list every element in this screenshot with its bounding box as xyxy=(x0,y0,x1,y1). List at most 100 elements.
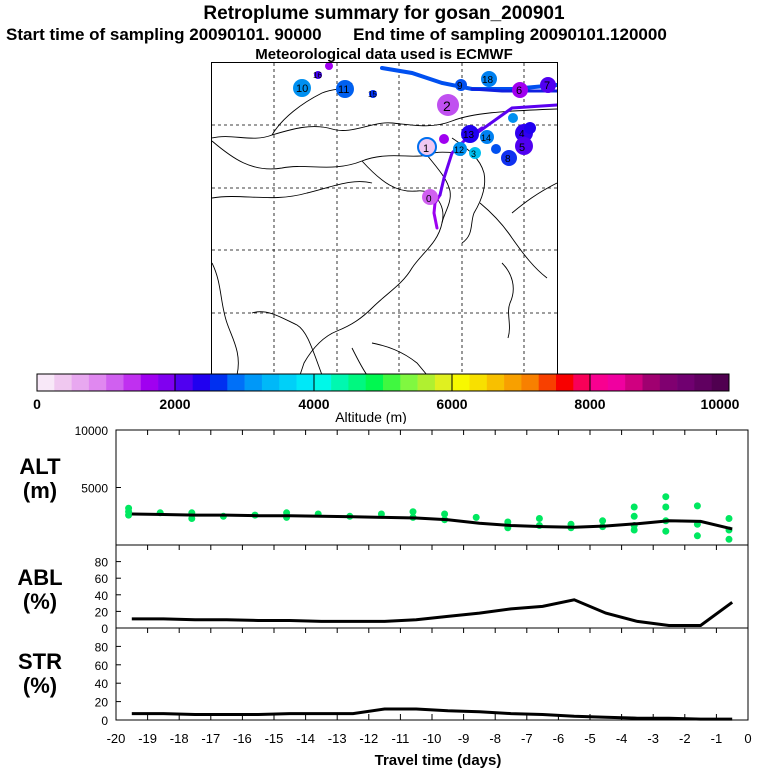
alt-scatter-point xyxy=(693,532,701,540)
str-label-line1: STR xyxy=(18,649,62,674)
x-tick-label: -18 xyxy=(170,731,189,746)
colorbar-tick-8000: 8000 xyxy=(574,396,605,412)
series-line-abl xyxy=(131,598,734,627)
x-tick-label: -1 xyxy=(711,731,723,746)
alt-scatter-point xyxy=(662,503,670,511)
alt-scatter-point xyxy=(725,515,733,522)
y-tick-label: 80 xyxy=(95,640,109,654)
x-tick-label: -11 xyxy=(391,731,409,746)
colorbar-cell xyxy=(677,374,695,391)
colorbar-cell xyxy=(158,374,176,391)
plume-label-16: 16 xyxy=(313,71,322,80)
colorbar-cell xyxy=(71,374,90,391)
alt-scatter-point xyxy=(409,508,417,516)
x-tick-label: -12 xyxy=(359,731,378,746)
x-tick-label: -9 xyxy=(458,731,470,746)
plume-point-18 xyxy=(481,71,497,87)
colorbar-cell xyxy=(88,374,107,391)
alt-scatter-point xyxy=(599,517,607,525)
colorbar-frame xyxy=(36,373,730,392)
colorbar-cell xyxy=(469,374,488,391)
alt-scatter-point xyxy=(662,527,670,535)
colorbar-cell xyxy=(175,374,193,391)
colorbar-cell xyxy=(210,374,228,391)
colorbar-tick-4000: 4000 xyxy=(298,396,329,412)
series-line-str xyxy=(131,707,733,721)
colorbar-tick-0: 0 xyxy=(33,396,41,412)
plume-label-18: 18 xyxy=(482,75,494,86)
colorbar-cell xyxy=(607,374,626,391)
plume-label-9: 9 xyxy=(457,81,463,92)
alt-scatter-point xyxy=(725,535,733,543)
colorbar-cell xyxy=(538,374,557,391)
abl-label-line2: (%) xyxy=(22,589,58,614)
plume-point-9 xyxy=(455,79,467,91)
panel-str: 80 60 40 20 0 xyxy=(95,627,749,728)
end-time: End time of sampling 20090101.120000 xyxy=(353,25,667,44)
plume-label-14: 14 xyxy=(481,133,491,143)
x-tick-label: -13 xyxy=(328,731,347,746)
y-tick-label: 0 xyxy=(101,714,108,728)
colorbar-tick-10000: 10000 xyxy=(701,396,740,412)
x-tick-label: -19 xyxy=(138,731,157,746)
colorbar-cell xyxy=(556,374,574,391)
x-tick-label: -20 xyxy=(107,731,126,746)
y-tick-label: 0 xyxy=(101,622,108,636)
map-grid xyxy=(212,63,557,375)
colorbar-cell xyxy=(521,374,539,391)
plume-point-origin xyxy=(422,189,438,205)
plume-label-2: 2 xyxy=(443,98,451,114)
panel-frame xyxy=(115,544,749,629)
colorbar-cell xyxy=(244,374,263,391)
alt-scatter-point xyxy=(693,502,701,510)
alt-label-line1: ALT xyxy=(19,454,61,479)
panel-alt: 10000 5000 xyxy=(75,424,749,546)
colorbar-cell xyxy=(452,374,470,391)
plume-point-d xyxy=(508,113,518,123)
alt-scatter-point xyxy=(377,510,385,518)
plume-point-16 xyxy=(314,71,322,79)
plume-point-12 xyxy=(453,142,467,156)
alt-scatter-point xyxy=(472,513,480,521)
y-tick-label: 60 xyxy=(95,659,109,673)
colorbar-cell xyxy=(486,374,505,391)
y-tick-label: 20 xyxy=(95,605,109,619)
x-tick-label: -8 xyxy=(489,731,501,746)
plume-point-6 xyxy=(512,82,528,98)
panel-label-abl: ABL (%) xyxy=(0,566,80,614)
plume-label-10: 10 xyxy=(296,83,308,95)
panel-frame xyxy=(115,429,749,546)
y-tick-label: 20 xyxy=(95,696,109,710)
plume-points: 10 11 16 15 2 9 18 6 7 1 12 13 xyxy=(293,63,556,205)
colorbar-label: Altitude (m) xyxy=(335,409,407,424)
plume-point-top xyxy=(325,63,333,70)
colorbar-cell xyxy=(279,374,297,391)
colorbar-cell xyxy=(504,374,522,391)
x-tick-label: -4 xyxy=(616,731,628,746)
plume-label-3: 3 xyxy=(471,149,476,159)
alt-label-line2: (m) xyxy=(22,478,58,503)
colorbar-cell xyxy=(365,374,384,391)
alt-scatter-point xyxy=(441,510,449,518)
x-tick-label: -17 xyxy=(201,731,220,746)
alt-scatter-point xyxy=(188,515,196,522)
plume-point-5 xyxy=(515,137,533,155)
retroplume-map: 10 11 16 15 2 9 18 6 7 1 12 13 xyxy=(211,62,558,376)
panel-label-alt: ALT (m) xyxy=(0,455,80,503)
plume-label-6: 6 xyxy=(516,85,522,97)
x-tick-label: 0 xyxy=(744,731,751,746)
series-line-alt xyxy=(131,512,733,531)
y-tick-label: 60 xyxy=(95,572,109,586)
colorbar-tick-6000: 6000 xyxy=(436,396,467,412)
colorbar-cell xyxy=(642,374,661,391)
x-tick-label: -16 xyxy=(233,731,252,746)
alt-scatter-point xyxy=(630,503,638,511)
map-svg: 10 11 16 15 2 9 18 6 7 1 12 13 xyxy=(212,63,557,375)
colorbar-cell xyxy=(434,374,453,391)
y-tick-label: 10000 xyxy=(75,424,109,438)
colorbar-tick-2000: 2000 xyxy=(159,396,190,412)
plume-point-c xyxy=(524,122,536,134)
colorbar-cell xyxy=(659,374,678,391)
plume-point-8 xyxy=(501,150,517,166)
colorbar-cell xyxy=(348,374,366,391)
